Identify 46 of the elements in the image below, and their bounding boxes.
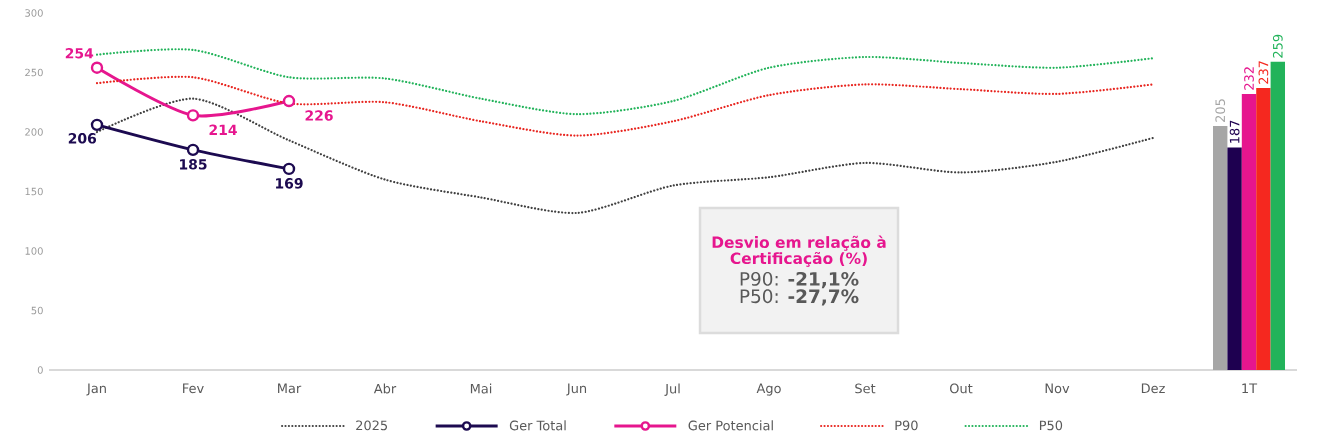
legend-label: 2025: [356, 420, 388, 431]
x-tick-label: Ago: [756, 383, 781, 396]
x-tick-label: Jan: [86, 383, 106, 396]
x-tick-label: Fev: [183, 383, 204, 394]
legend-label: P50: [1039, 420, 1063, 431]
data-label: 206: [68, 133, 97, 144]
point: [186, 143, 200, 157]
x-tick-label: Set: [855, 383, 876, 394]
x-tick-label: Abr: [373, 383, 397, 394]
x-tick-label: Nov: [1045, 383, 1070, 394]
annotation: Desvio em relação à Certificação (%): [712, 235, 886, 267]
data-label: 214: [209, 124, 237, 135]
y-tick-label: 100: [25, 247, 43, 255]
annotation: P50: -27,7%: [740, 289, 859, 306]
data-label: 187: [1229, 120, 1240, 143]
y-tick-label: 150: [25, 187, 43, 196]
data-label: 237: [1258, 61, 1269, 84]
x-tick-label: Jun: [566, 383, 587, 396]
x-tick-label: Mar: [278, 383, 302, 394]
legend-label: Ger Potencial: [688, 420, 773, 431]
data-label: 254: [65, 47, 94, 59]
y-tick-label: 0: [37, 366, 43, 374]
x-tick-label: Mai: [470, 383, 492, 394]
data-label: 259: [1272, 34, 1283, 58]
x-tick-label: 1T: [1242, 383, 1258, 393]
data-label: 232: [1244, 67, 1254, 90]
y-tick-label: 200: [25, 128, 43, 136]
x-tick-label: Out: [950, 383, 973, 394]
data-label: 169: [276, 178, 303, 189]
point: [90, 61, 104, 74]
point: [282, 162, 296, 176]
data-label: 226: [305, 110, 333, 121]
annotation: P90: -21,1%: [740, 271, 859, 289]
point: [186, 109, 200, 122]
point: [90, 118, 104, 132]
data-label: 185: [180, 159, 207, 170]
x-tick-label: Dez: [1141, 383, 1165, 394]
data-label: 205: [1215, 99, 1226, 122]
y-tick-label: 250: [25, 68, 43, 77]
line-series: [95, 75, 1155, 137]
legend-label: P90: [895, 420, 918, 431]
y-tick-label: 50: [31, 306, 43, 315]
y-tick-label: 300: [25, 9, 43, 17]
point: [282, 94, 296, 108]
x-tick-label: Jul: [664, 383, 680, 396]
legend-label: Ger Total: [509, 420, 566, 431]
